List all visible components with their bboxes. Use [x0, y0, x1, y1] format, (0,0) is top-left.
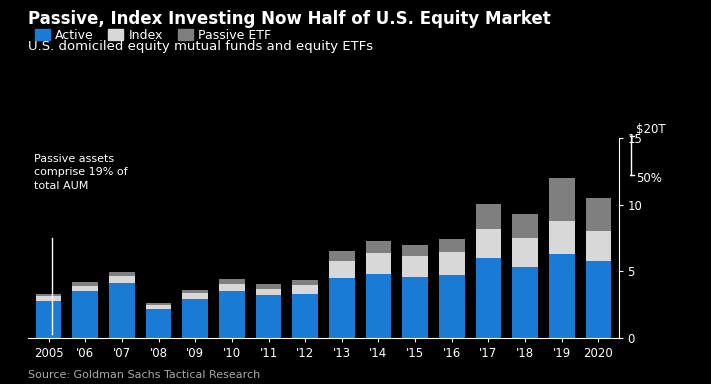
Text: U.S. domiciled equity mutual funds and equity ETFs: U.S. domiciled equity mutual funds and e… — [28, 40, 373, 53]
Bar — [292, 285, 318, 294]
Bar — [36, 294, 61, 296]
Bar — [402, 277, 428, 338]
Bar — [512, 214, 538, 238]
Bar — [219, 279, 245, 284]
Bar — [439, 275, 464, 338]
Bar — [146, 309, 171, 338]
Text: 50%: 50% — [636, 172, 662, 185]
Bar — [256, 295, 282, 338]
Point — [46, 329, 54, 334]
Bar — [439, 239, 464, 252]
Bar — [439, 252, 464, 275]
Bar — [365, 253, 391, 274]
Legend: Active, Index, Passive ETF: Active, Index, Passive ETF — [35, 29, 271, 42]
Bar — [36, 296, 61, 301]
Text: $20T: $20T — [636, 123, 666, 136]
Bar — [109, 272, 135, 276]
Bar — [109, 283, 135, 338]
Bar — [329, 261, 355, 278]
Bar — [183, 293, 208, 299]
Bar — [549, 178, 574, 221]
Bar — [36, 301, 61, 338]
Bar — [476, 229, 501, 258]
Bar — [402, 245, 428, 256]
Text: Passive, Index Investing Now Half of U.S. Equity Market: Passive, Index Investing Now Half of U.S… — [28, 10, 551, 28]
Bar — [73, 291, 98, 338]
Bar — [219, 291, 245, 338]
Bar — [476, 258, 501, 338]
Point — [46, 335, 54, 340]
Bar — [73, 286, 98, 291]
Bar — [365, 274, 391, 338]
Bar — [586, 232, 611, 261]
Bar — [109, 276, 135, 283]
Bar — [512, 267, 538, 338]
Bar — [292, 280, 318, 285]
Text: Source: Goldman Sachs Tactical Research: Source: Goldman Sachs Tactical Research — [28, 370, 261, 380]
Text: Passive assets
comprise 19% of
total AUM: Passive assets comprise 19% of total AUM — [34, 154, 128, 190]
Bar — [329, 278, 355, 338]
Bar — [402, 256, 428, 277]
Bar — [292, 294, 318, 338]
Bar — [476, 204, 501, 229]
Bar — [146, 305, 171, 309]
Bar — [549, 254, 574, 338]
Bar — [512, 238, 538, 267]
Bar — [329, 251, 355, 261]
Bar — [256, 289, 282, 295]
Bar — [586, 198, 611, 232]
Bar — [146, 303, 171, 305]
Bar — [256, 284, 282, 289]
Bar — [183, 299, 208, 338]
Bar — [549, 221, 574, 254]
Bar — [183, 290, 208, 293]
Bar — [586, 261, 611, 338]
Bar — [219, 284, 245, 291]
Bar — [73, 282, 98, 286]
Bar — [365, 241, 391, 253]
